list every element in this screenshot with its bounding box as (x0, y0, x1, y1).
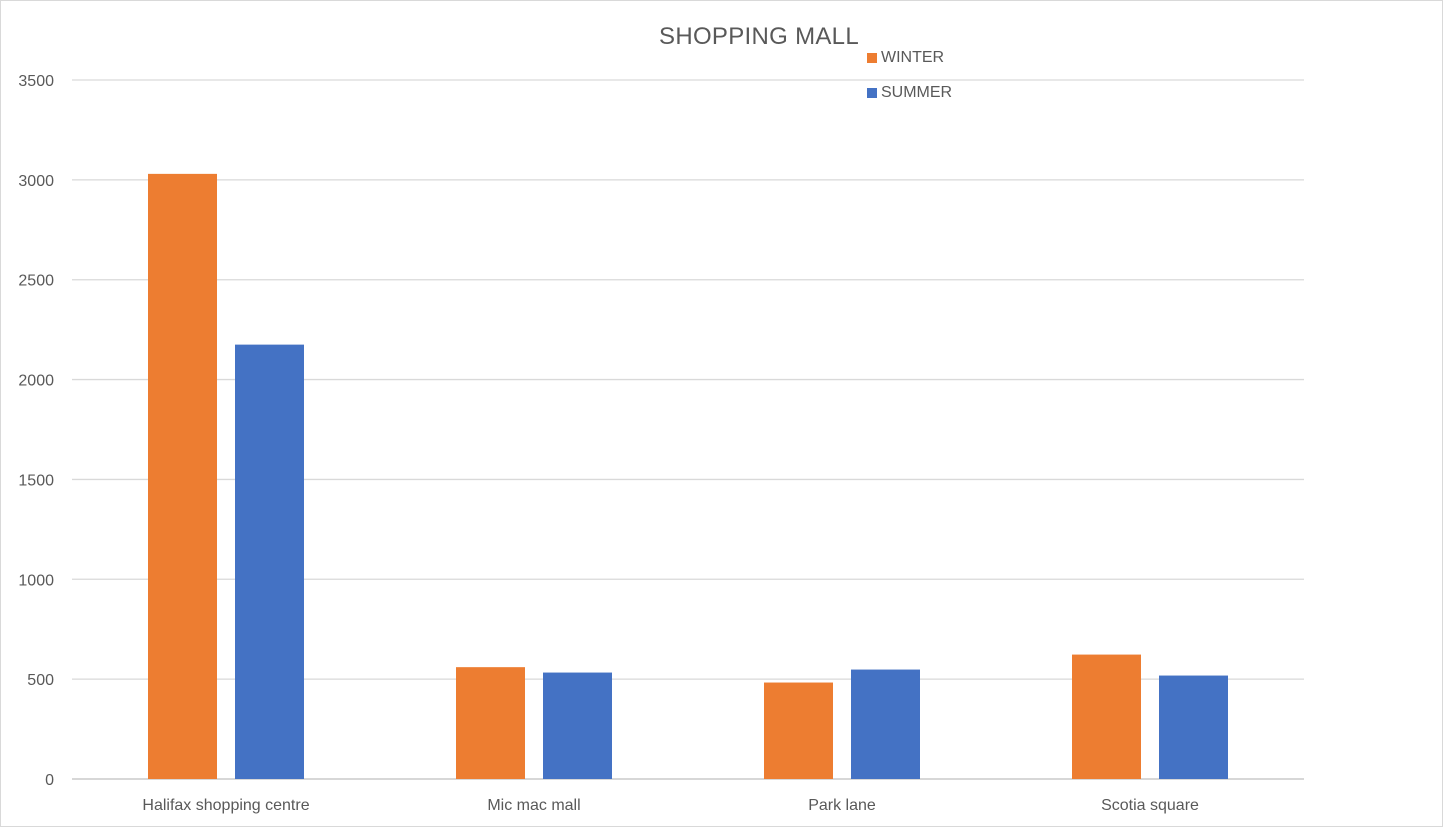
bar-summer-2 (543, 672, 612, 779)
legend-label-summer: SUMMER (881, 84, 953, 101)
bar-winter-3 (764, 682, 833, 779)
y-tick-label: 2500 (18, 273, 54, 290)
y-tick-label: 500 (27, 672, 54, 689)
y-tick-label: 0 (45, 772, 54, 789)
bar-summer-3 (851, 669, 920, 779)
legend-item-winter: WINTER (867, 47, 952, 69)
y-tick-label: 3000 (18, 173, 54, 190)
x-category-label: Scotia square (1101, 797, 1199, 814)
bar-summer-1 (235, 344, 304, 779)
legend-item-summer: SUMMER (867, 82, 952, 104)
legend-label-winter: WINTER (881, 49, 945, 66)
bar-winter-1 (148, 173, 217, 779)
legend-swatch-summer (867, 88, 877, 98)
legend-swatch-winter (867, 53, 877, 63)
x-category-label: Halifax shopping centre (142, 797, 309, 814)
y-tick-label: 1500 (18, 472, 54, 489)
x-category-label: Mic mac mall (487, 797, 580, 814)
y-tick-label: 3500 (18, 73, 54, 90)
chart-title: SHOPPING MALL (659, 23, 859, 50)
bar-winter-4 (1072, 654, 1141, 779)
x-category-label: Park lane (808, 797, 876, 814)
bar-winter-2 (456, 667, 525, 779)
legend: WINTER SUMMER (867, 47, 952, 117)
y-tick-label: 2000 (18, 373, 54, 390)
y-tick-label: 1000 (18, 572, 54, 589)
bar-summer-4 (1159, 675, 1228, 779)
